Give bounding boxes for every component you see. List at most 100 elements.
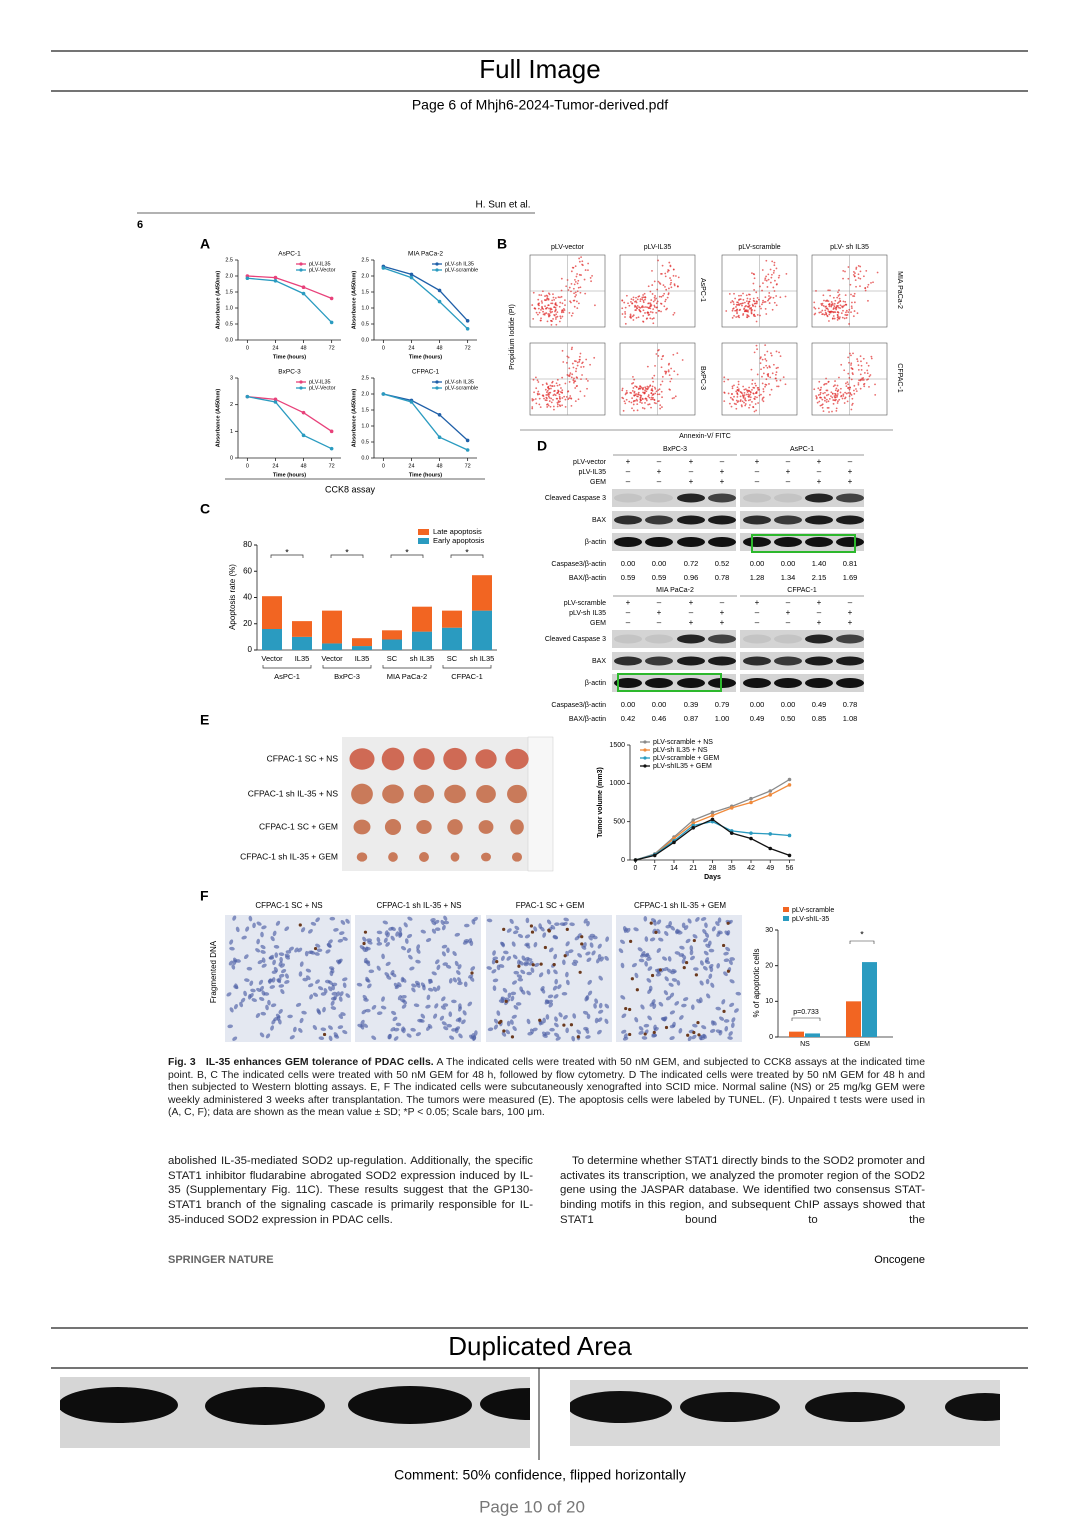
event-dot: [833, 305, 836, 308]
nucleus: [526, 1018, 531, 1025]
nucleus: [284, 926, 290, 932]
event-dot: [642, 294, 644, 296]
nucleus: [641, 1036, 648, 1040]
event-dot: [569, 395, 572, 397]
event-dot: [673, 396, 675, 399]
condition-sign: –: [786, 598, 791, 607]
event-dot: [673, 312, 676, 314]
event-dot: [581, 260, 584, 263]
tumor: [413, 748, 435, 770]
data-point: [301, 433, 306, 438]
event-dot: [756, 296, 759, 299]
nucleus: [468, 974, 474, 979]
nucleus: [729, 1002, 735, 1008]
event-dot: [839, 307, 842, 310]
event-dot: [758, 394, 761, 397]
nucleus: [390, 935, 395, 941]
nucleus: [687, 1035, 692, 1042]
legend-marker: [643, 756, 647, 760]
nucleus: [448, 978, 453, 984]
image-label: CFPAC-1 SC + NS: [255, 901, 322, 910]
event-dot: [630, 401, 633, 404]
quant-value: 0.00: [750, 700, 765, 709]
event-dot: [645, 306, 647, 308]
event-dot: [579, 352, 582, 355]
event-dot: [635, 300, 637, 303]
blot-band: [836, 537, 864, 547]
event-dot: [775, 350, 778, 353]
event-dot: [836, 402, 839, 404]
condition-sign: –: [755, 618, 760, 627]
event-dot: [666, 296, 669, 299]
event-dot: [727, 378, 730, 381]
data-point: [633, 858, 638, 862]
nucleus: [586, 1013, 591, 1020]
quant-value: 0.49: [750, 714, 765, 723]
event-dot: [832, 296, 835, 299]
event-dot: [644, 312, 646, 314]
event-dot: [589, 363, 591, 366]
y-axis-label: % of apoptotic cells: [752, 949, 761, 1018]
event-dot: [855, 390, 858, 393]
event-dot: [547, 304, 550, 307]
condition-sign: +: [817, 598, 822, 607]
apoptotic-nucleus: [363, 930, 368, 934]
nucleus: [486, 918, 493, 923]
nucleus: [406, 1033, 412, 1038]
nucleus: [384, 930, 389, 936]
x-tick-label: 72: [465, 345, 471, 351]
event-dot: [562, 308, 565, 310]
event-dot: [638, 308, 641, 311]
apoptotic-nucleus: [726, 921, 730, 925]
nucleus: [716, 931, 721, 937]
nucleus: [393, 1036, 399, 1041]
event-dot: [744, 398, 746, 401]
tumor: [349, 748, 375, 770]
nucleus: [526, 990, 531, 996]
nucleus: [271, 1019, 276, 1025]
legend-marker: [299, 386, 303, 390]
event-dot: [567, 289, 570, 291]
ruler: [527, 736, 554, 872]
nucleus: [653, 920, 657, 926]
blot-band: [743, 656, 771, 666]
event-dot: [731, 387, 734, 390]
event-dot: [870, 357, 873, 360]
event-dot: [641, 306, 643, 309]
nucleus: [715, 1006, 722, 1011]
event-dot: [767, 299, 769, 302]
nucleus: [330, 1000, 335, 1006]
event-dot: [665, 288, 668, 291]
event-dot: [834, 396, 836, 399]
quant-value: 0.87: [684, 714, 699, 723]
event-dot: [575, 360, 577, 363]
event-dot: [648, 396, 651, 399]
event-dot: [827, 289, 830, 292]
nucleus: [457, 1017, 462, 1023]
nucleus: [376, 942, 383, 946]
event-dot: [850, 307, 853, 309]
caption-title: IL-35 enhances GEM tolerance of PDAC cel…: [205, 1057, 434, 1068]
blot-band: [708, 537, 736, 547]
nucleus: [692, 934, 698, 939]
highlight-box: [617, 673, 722, 692]
nucleus: [572, 959, 579, 964]
event-dot: [752, 392, 755, 395]
nucleus: [239, 1001, 244, 1008]
y-tick-label: 0.0: [361, 455, 369, 461]
nucleus: [320, 992, 327, 996]
quant-value: 0.00: [652, 559, 667, 568]
event-dot: [762, 366, 765, 369]
event-dot: [773, 264, 776, 267]
nucleus: [371, 1035, 377, 1041]
event-dot: [535, 402, 538, 405]
tumor: [419, 852, 429, 862]
y-tick-label: 2.5: [361, 375, 369, 381]
data-point: [768, 793, 773, 797]
event-dot: [623, 400, 626, 403]
quant-value: 0.78: [715, 573, 730, 582]
nucleus: [258, 979, 264, 985]
legend-label: Late apoptosis: [433, 527, 482, 536]
nucleus: [496, 1010, 501, 1016]
event-dot: [833, 302, 836, 305]
